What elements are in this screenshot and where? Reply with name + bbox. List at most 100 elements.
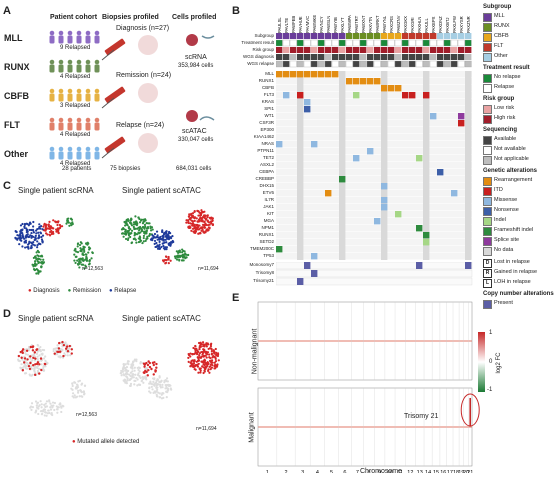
chrom-tick: 7 — [356, 470, 359, 473]
umap-point — [49, 402, 52, 405]
umap-point — [201, 220, 204, 223]
umap-point — [191, 227, 195, 230]
umap-point — [190, 360, 193, 363]
legend-label: High risk — [494, 115, 516, 121]
umap-point — [81, 263, 85, 266]
umap-point — [33, 359, 37, 362]
umap-point — [39, 225, 43, 228]
scrna-count: 353,984 cells — [178, 63, 214, 69]
umap-point — [81, 253, 84, 256]
umap-point — [17, 359, 20, 362]
umap-point — [16, 234, 19, 237]
umap-point — [130, 229, 134, 232]
umap-point — [37, 231, 40, 234]
umap-point — [194, 349, 197, 352]
umap-point — [62, 343, 66, 347]
umap-point — [60, 348, 64, 351]
umap-point — [197, 359, 200, 362]
umap-point — [149, 238, 153, 241]
chrom-tick: 14 — [425, 470, 431, 473]
umap-point — [27, 247, 30, 250]
umap-point — [36, 254, 39, 257]
treatment-cell — [394, 39, 402, 47]
subgroup-cell — [416, 33, 423, 39]
patient-id: PAWMKE — [312, 15, 317, 33]
umap-point — [59, 402, 62, 405]
umap-point — [66, 219, 70, 222]
umap-point — [133, 383, 136, 386]
umap-point — [75, 250, 78, 253]
umap-point — [47, 409, 50, 412]
umap-point — [14, 236, 17, 239]
umap-point — [163, 381, 166, 384]
scrna-mutation-umap — [17, 340, 87, 417]
legend-label: No data — [494, 247, 514, 253]
umap-point — [32, 220, 35, 224]
umap-point — [28, 221, 32, 224]
umap-point — [199, 356, 203, 360]
umap-point — [32, 231, 36, 234]
subgroup-cell — [409, 33, 416, 39]
umap-point — [137, 216, 140, 219]
rearrangement-cell — [325, 71, 332, 78]
umap-point — [155, 386, 158, 389]
panel-e: 1 2 3 4 5 6 7 8 9 10 11 12 13 14 15 16 17 18 19 20 21 Trisom… — [232, 292, 558, 477]
umap-point — [161, 229, 164, 232]
subgroup-cell — [332, 33, 339, 39]
scrna-umap-title: Single patient scRNA — [18, 186, 94, 195]
umap-point — [129, 366, 133, 369]
umap-point — [39, 345, 42, 349]
umap-point — [52, 232, 55, 235]
gene-label: KIT — [266, 211, 274, 216]
umap-point — [190, 212, 193, 215]
umap-point — [41, 348, 44, 352]
umap-point — [167, 255, 170, 259]
umap-point — [78, 395, 81, 398]
umap-point — [56, 221, 60, 224]
patient-id: PAXVTN — [368, 17, 373, 33]
umap-point — [124, 237, 128, 241]
umap-point — [49, 406, 52, 409]
legend-swatch — [483, 237, 492, 246]
risk-cell — [360, 47, 367, 53]
umap-point — [87, 242, 90, 245]
umap-point — [127, 225, 131, 229]
legend-swatch — [483, 84, 492, 93]
umap-point — [66, 349, 70, 353]
umap-point — [169, 387, 172, 390]
treatment-cell — [366, 39, 374, 47]
panel-c-legend: ● Diagnosis ● Remission ● Relapse — [28, 288, 136, 294]
umap-point — [206, 214, 209, 217]
cnv-row-label: Trisomy21 — [253, 278, 274, 283]
umap-point — [144, 225, 147, 228]
umap-point — [27, 224, 30, 227]
people-icon — [49, 59, 100, 73]
umap-point — [35, 232, 38, 235]
umap-point — [54, 221, 58, 224]
umap-point — [217, 359, 220, 362]
umap-point — [76, 262, 80, 266]
wgs-diagnosis-cell — [381, 54, 388, 60]
umap-point — [146, 363, 150, 367]
umap-point — [36, 364, 40, 368]
risk-cell — [416, 47, 423, 53]
umap-point — [32, 364, 35, 367]
umap-point — [124, 372, 128, 376]
umap-point — [123, 232, 126, 235]
umap-point — [82, 245, 85, 248]
umap-point — [60, 410, 63, 414]
umap-point — [198, 232, 201, 235]
chrom-tick: 20 — [463, 470, 469, 473]
umap-point — [200, 360, 203, 363]
umap-point — [169, 232, 172, 235]
umap-point — [209, 363, 213, 366]
wgs-diagnosis-cell — [437, 54, 444, 60]
legend-label: Other — [494, 53, 508, 59]
scrna-n: n=12,563 — [82, 266, 103, 272]
umap-point — [212, 349, 215, 352]
no-data-column — [381, 71, 388, 260]
umap-point — [216, 354, 220, 358]
umap-point — [25, 349, 29, 352]
umap-point — [194, 351, 197, 354]
umap-point — [189, 361, 192, 364]
